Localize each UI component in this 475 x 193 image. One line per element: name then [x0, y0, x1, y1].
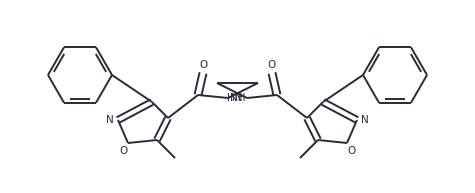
Text: N: N — [361, 115, 369, 125]
Text: O: O — [199, 60, 207, 70]
Text: O: O — [268, 60, 276, 70]
Text: HN: HN — [227, 93, 243, 103]
Text: NH: NH — [230, 93, 246, 103]
Text: N: N — [106, 115, 114, 125]
Text: O: O — [119, 146, 127, 156]
Text: O: O — [348, 146, 356, 156]
